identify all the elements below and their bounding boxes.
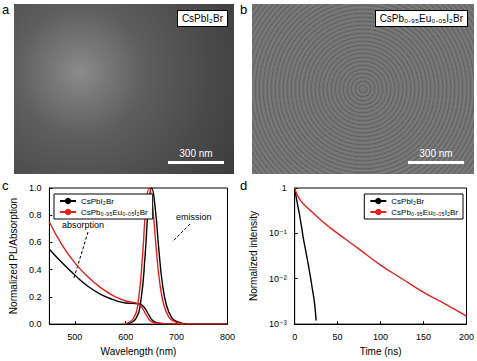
html-text:c: c — [2, 178, 9, 193]
svg-text:CsPbI₂Br: CsPbI₂Br — [391, 197, 424, 206]
svg-text:0.8: 0.8 — [29, 210, 42, 220]
svg-text:500: 500 — [67, 332, 82, 342]
svg-text:50: 50 — [333, 332, 343, 342]
svg-text:emission: emission — [176, 212, 212, 222]
svg-text:700: 700 — [169, 332, 184, 342]
svg-text:10⁻¹: 10⁻¹ — [269, 228, 287, 238]
svg-text:Wavelength (nm): Wavelength (nm) — [101, 346, 177, 357]
html-text:CsPbI₂Br: CsPbI₂Br — [181, 13, 223, 24]
svg-text:100: 100 — [373, 332, 388, 342]
svg-text:0.6: 0.6 — [29, 237, 42, 247]
svg-text:CsPbI₂Br: CsPbI₂Br — [81, 197, 114, 206]
svg-text:800: 800 — [220, 332, 235, 342]
svg-text:Time (ns): Time (ns) — [360, 346, 402, 357]
svg-text:150: 150 — [416, 332, 431, 342]
html-text:b: b — [240, 2, 248, 17]
html-text:d: d — [240, 178, 248, 193]
svg-text:600: 600 — [118, 332, 133, 342]
svg-text:0: 0 — [292, 332, 297, 342]
svg-text:Normalized PL/Absorption: Normalized PL/Absorption — [8, 198, 19, 314]
svg-text:10⁻²: 10⁻² — [269, 274, 287, 284]
svg-text:1.0: 1.0 — [29, 183, 42, 193]
svg-text:CsPb₀.₉₅Eu₀.₀₅I₂Br: CsPb₀.₉₅Eu₀.₀₅I₂Br — [81, 208, 148, 217]
html-text:CsPb₀.₉₅Eu₀.₀₅I₂Br: CsPb₀.₉₅Eu₀.₀₅I₂Br — [379, 13, 463, 24]
svg-text:10⁻³: 10⁻³ — [269, 319, 287, 329]
svg-text:Normalized intensity: Normalized intensity — [248, 211, 259, 301]
svg-text:absorption: absorption — [62, 220, 104, 230]
html-text:a: a — [2, 2, 10, 17]
svg-text:200: 200 — [459, 332, 474, 342]
html-text:300 nm: 300 nm — [179, 148, 213, 159]
svg-text:0.2: 0.2 — [29, 292, 42, 302]
svg-text:0.0: 0.0 — [29, 319, 42, 329]
svg-text:1: 1 — [282, 183, 287, 193]
svg-text:0.4: 0.4 — [29, 265, 42, 275]
svg-text:CsPb₀.₉₅Eu₀.₀₅I₂Br: CsPb₀.₉₅Eu₀.₀₅I₂Br — [391, 208, 458, 217]
html-text:300 nm: 300 nm — [419, 148, 453, 159]
